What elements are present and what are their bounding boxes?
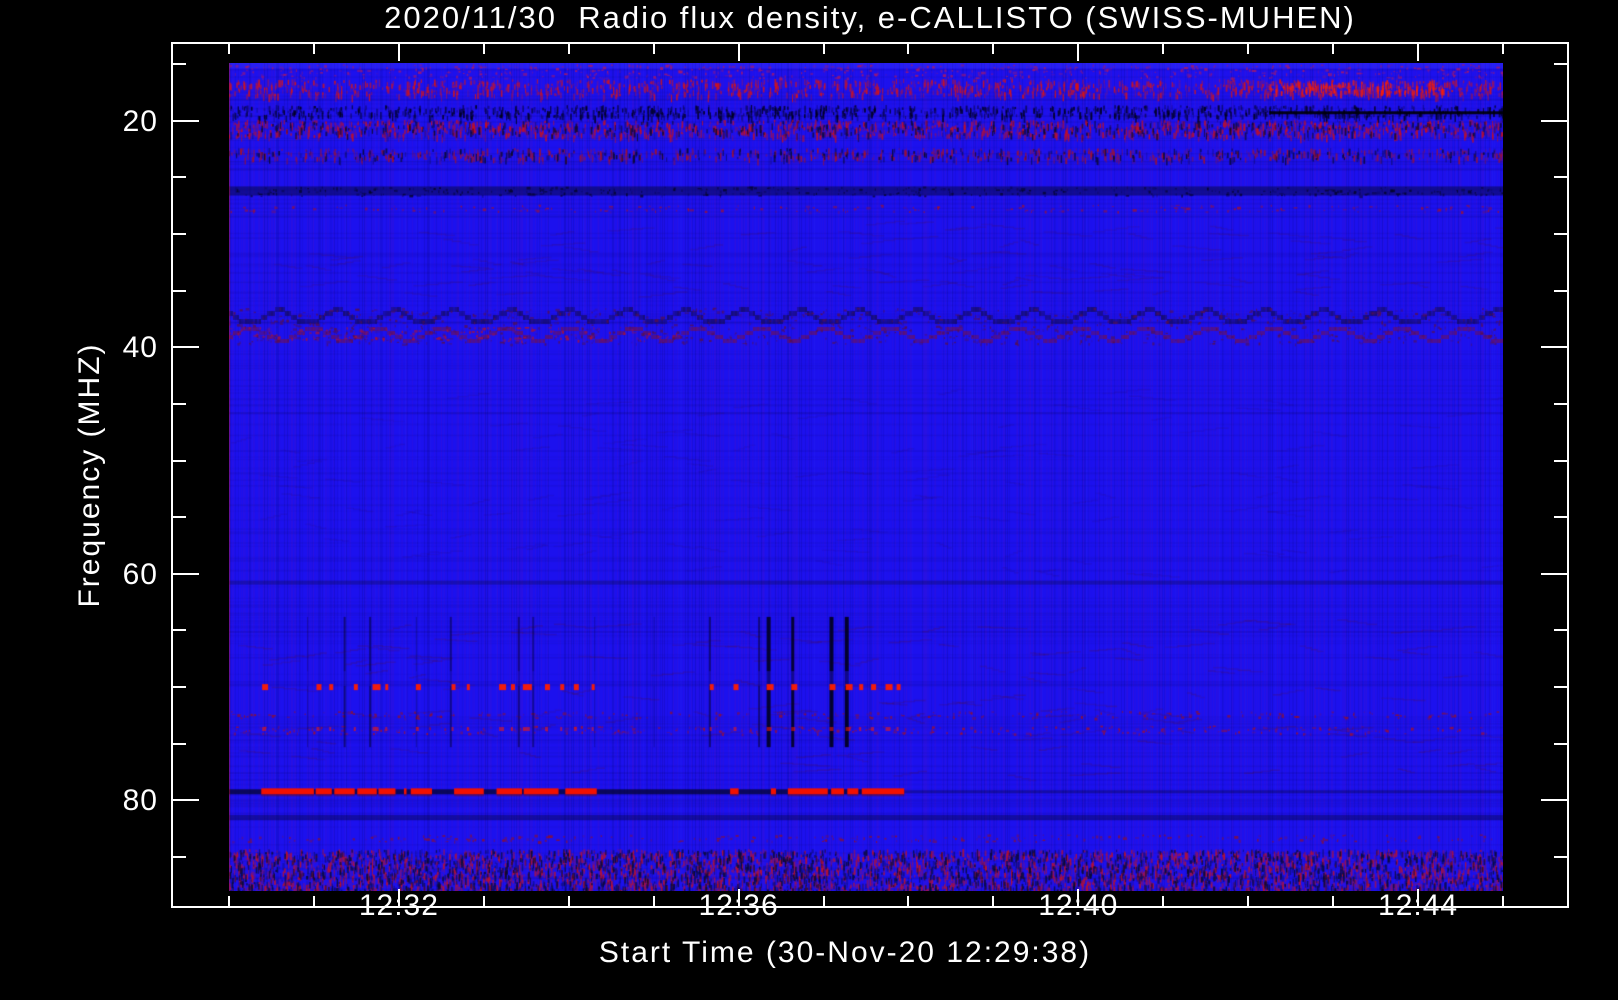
y-tick-label: 40 [122, 331, 158, 365]
axis-tick [1077, 44, 1080, 61]
axis-tick [312, 44, 315, 54]
axis-tick [1554, 402, 1567, 405]
axis-tick [397, 889, 400, 906]
axis-tick [1554, 63, 1567, 66]
axis-tick [907, 44, 910, 54]
axis-tick [652, 44, 655, 54]
axis-tick [173, 629, 186, 632]
x-tick-label: 12:40 [1038, 889, 1119, 922]
axis-tick [1554, 233, 1567, 236]
axis-tick [173, 856, 186, 859]
x-axis-label: Start Time (30-Nov-20 12:29:38) [598, 936, 1092, 969]
axis-tick [1554, 629, 1567, 632]
axis-tick [1554, 289, 1567, 292]
plot-frame [171, 42, 1569, 908]
axis-tick [1554, 686, 1567, 689]
axis-tick [173, 516, 186, 519]
axis-tick [1332, 896, 1335, 906]
spectrogram-image [229, 63, 1503, 891]
axis-tick [173, 686, 186, 689]
axis-tick [173, 402, 186, 405]
axis-tick [652, 896, 655, 906]
axis-tick [1417, 44, 1420, 61]
axis-tick [1162, 44, 1165, 54]
y-tick-label: 80 [122, 784, 158, 818]
axis-tick [1541, 119, 1567, 122]
axis-tick [228, 896, 230, 906]
x-tick-label: 12:44 [1378, 889, 1459, 922]
plot-title: 2020/11/30 Radio flux density, e-CALLIST… [384, 0, 1356, 35]
axis-tick [1554, 176, 1567, 179]
axis-tick [173, 119, 199, 122]
axis-tick [1502, 44, 1504, 54]
axis-tick [822, 44, 825, 54]
axis-tick [173, 742, 186, 745]
axis-tick [737, 889, 740, 906]
axis-tick [312, 896, 315, 906]
axis-tick [1162, 896, 1165, 906]
axis-tick [1247, 44, 1250, 54]
axis-tick [482, 896, 485, 906]
axis-tick [1554, 856, 1567, 859]
axis-tick [1541, 799, 1567, 802]
axis-tick [173, 572, 199, 575]
axis-tick [173, 346, 199, 349]
axis-tick [1554, 459, 1567, 462]
axis-tick [1502, 896, 1504, 906]
axis-tick [992, 44, 995, 54]
axis-tick [397, 44, 400, 61]
axis-tick [907, 896, 910, 906]
axis-tick [1541, 572, 1567, 575]
axis-tick [737, 44, 740, 61]
axis-tick [1554, 742, 1567, 745]
axis-tick [1332, 44, 1335, 54]
axis-tick [173, 289, 186, 292]
axis-tick [173, 233, 186, 236]
axis-tick [1077, 889, 1080, 906]
axis-tick [173, 799, 199, 802]
axis-tick [173, 63, 186, 66]
y-tick-label: 60 [122, 557, 158, 591]
axis-tick [1541, 346, 1567, 349]
axis-tick [482, 44, 485, 54]
axis-tick [822, 896, 825, 906]
x-tick-label: 12:32 [358, 889, 439, 922]
axis-tick [567, 896, 570, 906]
axis-tick [1417, 889, 1420, 906]
axis-tick [567, 44, 570, 54]
x-tick-label: 12:36 [698, 889, 779, 922]
axis-tick [1247, 896, 1250, 906]
axis-tick [1554, 516, 1567, 519]
y-tick-label: 20 [122, 104, 158, 138]
axis-tick [228, 44, 230, 54]
axis-tick [173, 176, 186, 179]
axis-tick [173, 459, 186, 462]
axis-tick [992, 896, 995, 906]
